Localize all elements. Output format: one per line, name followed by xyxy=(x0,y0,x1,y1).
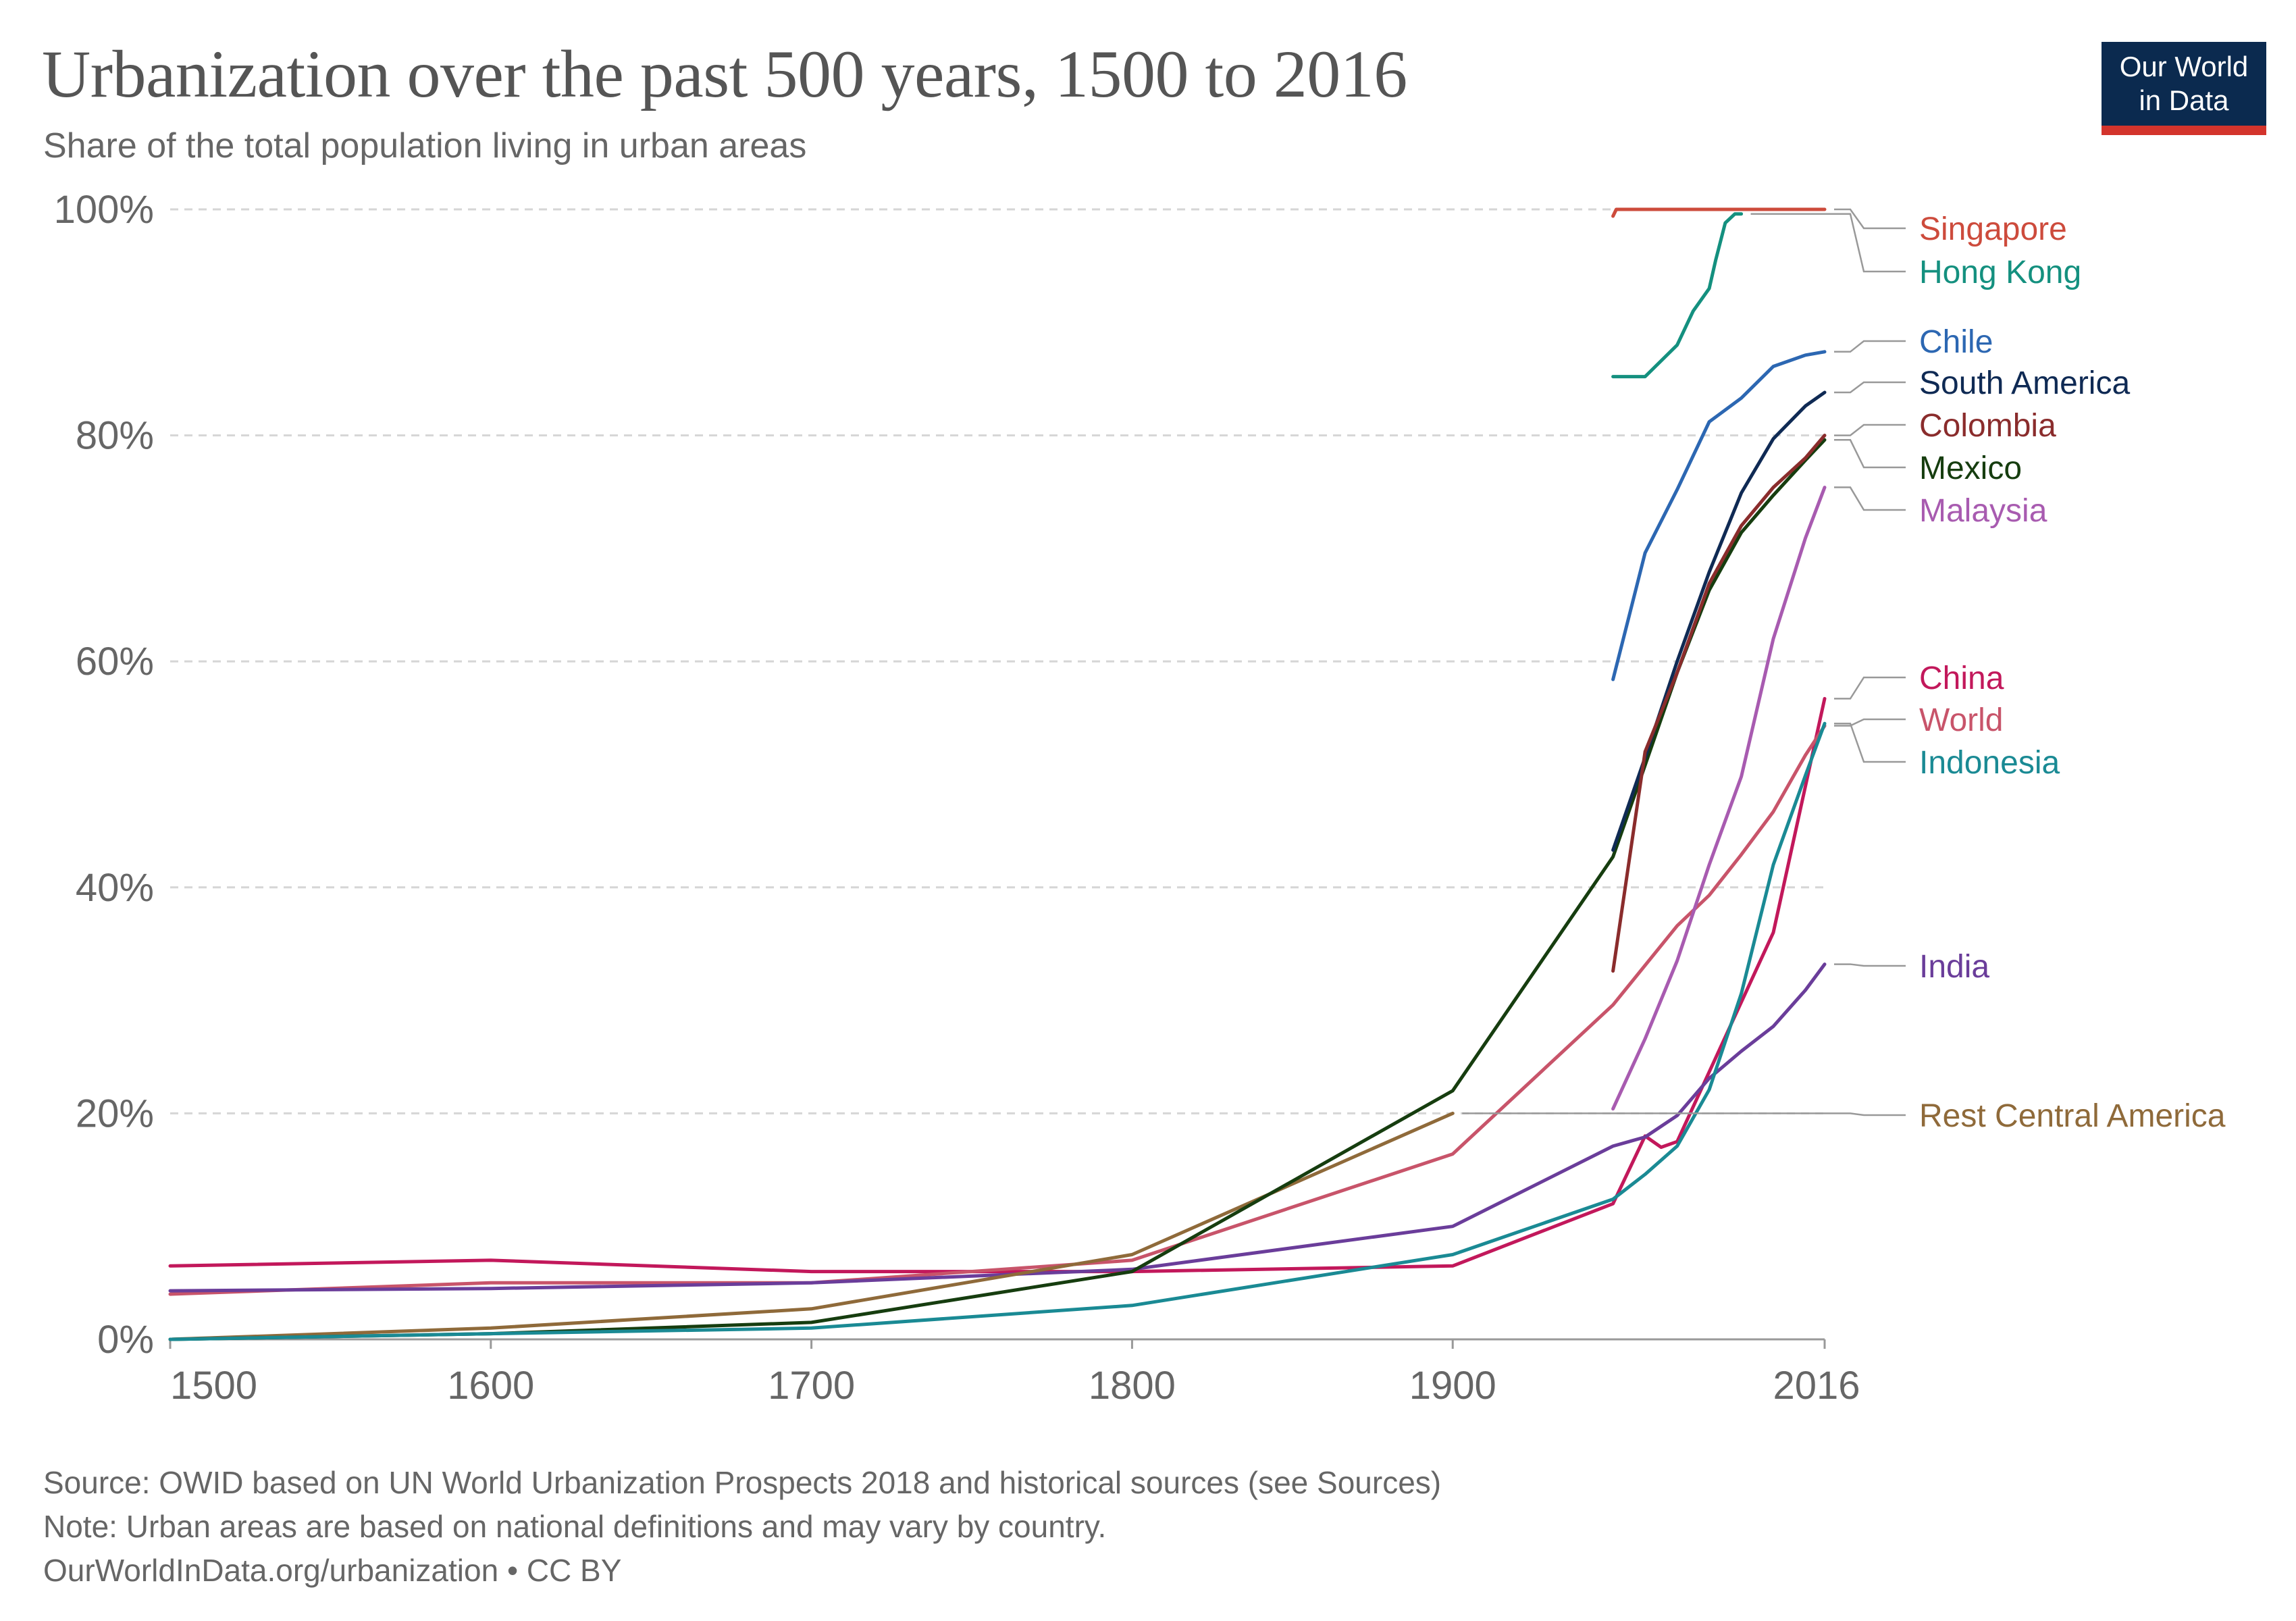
y-tick-label: 100% xyxy=(54,188,154,232)
series-line-china xyxy=(168,696,1827,1274)
owid-logo[interactable]: Our World in Data xyxy=(2102,42,2266,135)
source-note: Source: OWID based on UN World Urbanizat… xyxy=(43,1465,1442,1500)
y-tick-label: 40% xyxy=(76,866,154,910)
y-tick-label: 80% xyxy=(76,414,154,458)
logo-line-1: Our World xyxy=(2119,51,2249,82)
series-labels: Singapore Hong Kong Chile South America Colo… xyxy=(1462,208,2226,1134)
label-leader-line xyxy=(1834,676,1906,700)
definition-note: Note: Urban areas are based on national … xyxy=(43,1509,1107,1544)
series-line-hong-kong xyxy=(1611,212,1744,379)
x-tick-label: 1600 xyxy=(447,1364,534,1408)
label-leader-line xyxy=(1834,486,1906,511)
logo-accent-bar xyxy=(2102,126,2266,135)
logo-text: Our World in Data xyxy=(2102,50,2266,118)
series-line-chile xyxy=(1611,350,1827,681)
series-label-world: World xyxy=(1919,702,2003,738)
label-leader-line xyxy=(1834,722,1906,763)
x-axis: 1500 1600 1700 1800 1900 2016 xyxy=(169,1338,1860,1408)
series-label-indonesia: Indonesia xyxy=(1919,745,2060,781)
chart-title: Urbanization over the past 500 years, 15… xyxy=(42,36,1407,111)
x-tick-label: 1700 xyxy=(768,1364,855,1408)
x-tick-label: 1900 xyxy=(1409,1364,1496,1408)
grid-lines xyxy=(170,208,1825,1114)
series-label-china: China xyxy=(1919,661,2004,696)
label-leader-line xyxy=(1834,439,1906,469)
series-label-malaysia: Malaysia xyxy=(1919,493,2047,529)
y-axis-ticks: 0% 20% 40% 60% 80% 100% xyxy=(54,188,154,1362)
series-label-south-america: South America xyxy=(1919,365,2130,401)
label-leader-line xyxy=(1750,213,1906,273)
series-line-rest-central-america xyxy=(168,1111,1455,1341)
series-line-singapore xyxy=(1611,207,1827,218)
series-line-south-america xyxy=(1611,390,1827,852)
series-label-hong-kong: Hong Kong xyxy=(1919,255,2081,290)
series-line-world xyxy=(168,724,1827,1296)
series-line-colombia xyxy=(1611,434,1827,973)
series-line-mexico xyxy=(168,438,1827,1341)
x-tick-label: 1800 xyxy=(1089,1364,1176,1408)
series-line-india xyxy=(168,962,1827,1293)
y-tick-label: 20% xyxy=(76,1091,154,1135)
y-tick-label: 0% xyxy=(97,1318,154,1362)
label-leader-line xyxy=(1834,718,1906,727)
source-link[interactable]: OurWorldInData.org/urbanization • CC BY xyxy=(43,1553,622,1588)
label-leader-line xyxy=(1834,381,1906,394)
y-tick-label: 60% xyxy=(76,640,154,684)
label-leader-line xyxy=(1834,340,1906,353)
series-label-singapore: Singapore xyxy=(1919,211,2067,247)
label-leader-line xyxy=(1834,963,1906,967)
series-lines xyxy=(168,207,1827,1341)
label-leader-line xyxy=(1834,423,1906,436)
x-tick-label: 1500 xyxy=(170,1364,257,1408)
x-tick-label: 2016 xyxy=(1773,1364,1860,1408)
series-label-chile: Chile xyxy=(1919,324,1993,360)
label-leader-line xyxy=(1834,208,1906,230)
series-label-india: India xyxy=(1919,949,1989,985)
logo-line-2: in Data xyxy=(2139,84,2229,116)
series-label-rest-central-america: Rest Central America xyxy=(1919,1098,2226,1134)
label-leader-line xyxy=(1462,1112,1906,1116)
series-line-malaysia xyxy=(1611,486,1827,1111)
series-line-indonesia xyxy=(168,721,1827,1341)
chart-subtitle: Share of the total population living in … xyxy=(43,126,807,165)
series-label-colombia: Colombia xyxy=(1919,408,2056,444)
series-label-mexico: Mexico xyxy=(1919,451,2022,486)
